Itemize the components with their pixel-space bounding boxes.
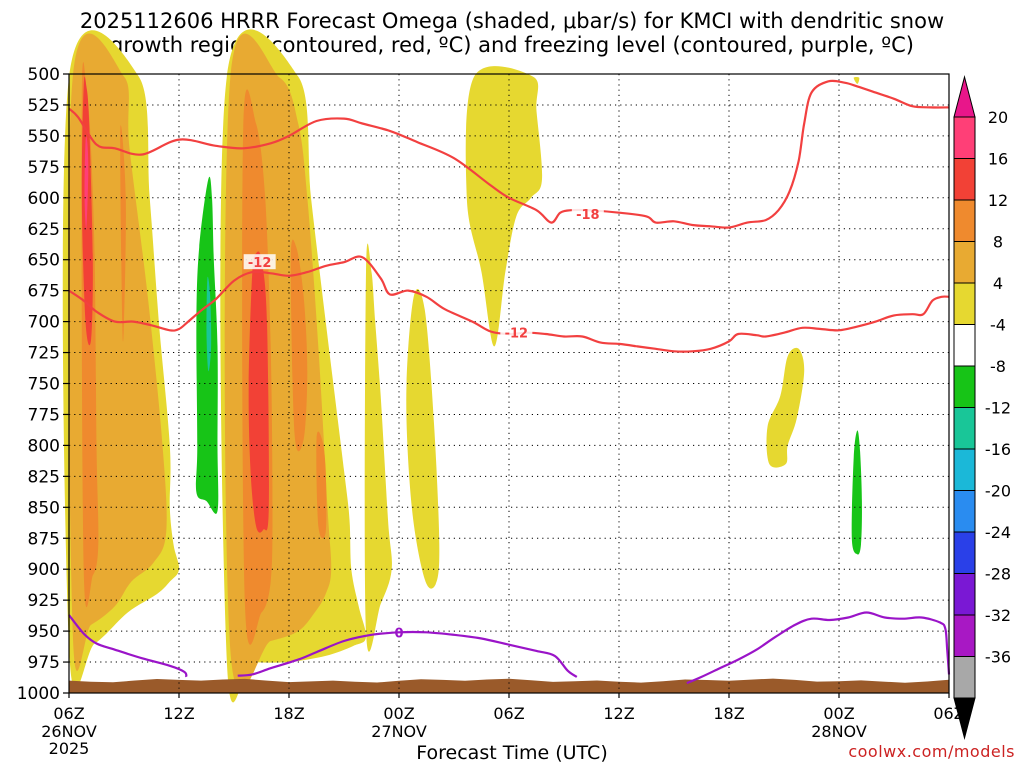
x-tick-label-42: 00Z (823, 704, 854, 723)
chart-title-line-1: 2025112606 HRRR Forecast Omega (shaded, … (79, 9, 945, 33)
freezing-contours: 0 (68, 611, 951, 685)
colorbar-bottom-triangle (953, 697, 976, 740)
y-tick-label-625: 625 (28, 220, 60, 240)
y-tick-label-875: 875 (28, 529, 60, 549)
dgz-contour-label-bg-1 (500, 324, 533, 340)
omega-region-pos20-16 (84, 136, 89, 230)
dgz-contour-label-bg-0 (571, 205, 604, 221)
colorbar-segment-8 (953, 241, 976, 284)
colorbar-segment--12 (953, 407, 976, 450)
terrain-layer (69, 678, 949, 693)
omega-region-pos4-4 (465, 66, 543, 347)
colorbar-label-8: 8 (993, 233, 1003, 252)
y-tick-label-525: 525 (28, 96, 60, 116)
dgz-contours: -18 -12 -12 (68, 79, 950, 353)
y-tick-label-925: 925 (28, 591, 60, 611)
colorbar-label--8: -8 (990, 357, 1006, 376)
y-tick-label-550: 550 (28, 127, 60, 147)
y-axis: 500 525 550 575 600 625 650 675 700 725 750 775 800 8… (17, 65, 69, 704)
omega-region-pos12-12 (290, 239, 308, 452)
omega-region-neg8-18 (206, 276, 212, 372)
dgz-contour-label-2: -12 (248, 256, 272, 271)
colorbar-segment-12 (953, 199, 976, 242)
colorbar-segment-20 (953, 116, 976, 159)
y-tick-label-725: 725 (28, 344, 60, 364)
colorbar: 20 16 12 8 4 -4 -8 -12 -16 -20 -24 -28 -32 -36 (953, 75, 1011, 740)
y-tick-label-975: 975 (28, 653, 60, 673)
x-axis-label: Forecast Time (UTC) (416, 742, 608, 764)
y-tick-label-825: 825 (28, 467, 60, 487)
terrain-fill (69, 678, 949, 693)
y-tick-label-500: 500 (28, 65, 60, 85)
x-date-label-18: 27NOV (371, 722, 427, 741)
y-tick-label-650: 650 (28, 251, 60, 271)
y-tick-label-800: 800 (28, 436, 60, 456)
colorbar-label--28: -28 (985, 565, 1011, 584)
x-year-label-0: 2025 (49, 739, 90, 758)
y-tick-label-850: 850 (28, 498, 60, 518)
omega-region-pos4-5 (766, 347, 805, 468)
y-tick-label-600: 600 (28, 189, 60, 209)
site-credit: coolwx.com/models (848, 742, 1015, 761)
y-tick-label-900: 900 (28, 560, 60, 580)
y-tick-label-775: 775 (28, 405, 60, 425)
x-date-label-42: 28NOV (811, 722, 867, 741)
omega-region-pos16-14 (81, 76, 93, 346)
colorbar-segment--36 (953, 656, 976, 699)
omega-region-pos12-10 (120, 125, 126, 342)
dgz-contour-label-1: -12 (505, 327, 529, 342)
colorbar-segment--32 (953, 614, 976, 657)
dgz-contour-label-0: -18 (576, 208, 600, 223)
y-tick-label-1000: 1000 (17, 684, 60, 704)
omega-region-pos16-15 (248, 251, 269, 533)
omega-region-pos4-3 (406, 288, 440, 589)
y-tick-label-950: 950 (28, 622, 60, 642)
freezing-contour-label-0: 0 (394, 626, 403, 641)
colorbar-top-triangle (953, 75, 976, 118)
y-tick-label-675: 675 (28, 282, 60, 302)
colorbar-segment-4 (953, 282, 976, 325)
omega-region-pos8-8 (224, 33, 332, 690)
omega-region-pos4-2 (364, 243, 392, 652)
y-tick-label-575: 575 (28, 158, 60, 178)
colorbar-label--20: -20 (985, 482, 1011, 501)
colorbar-label-20: 20 (988, 108, 1008, 127)
omega-shading-layer (62, 29, 862, 703)
colorbar-segment-16 (953, 158, 976, 201)
omega-region-pos12-13 (316, 431, 327, 539)
colorbar-segment--24 (953, 531, 976, 574)
colorbar-segment--28 (953, 573, 976, 616)
colorbar-label--32: -32 (985, 606, 1011, 625)
colorbar-label--16: -16 (985, 440, 1011, 459)
freezing-contour-line-1 (237, 630, 578, 678)
x-tick-label-30: 12Z (603, 704, 634, 723)
x-tick-label-0: 06Z (53, 704, 84, 723)
colorbar-label--12: -12 (985, 399, 1011, 418)
x-tick-label-6: 12Z (163, 704, 194, 723)
x-tick-label-18: 00Z (383, 704, 414, 723)
omega-region-pos4-6 (853, 76, 860, 84)
freezing-contour-line-2 (686, 611, 951, 685)
colorbar-label--36: -36 (985, 648, 1011, 667)
omega-region-neg4-19 (851, 430, 862, 555)
colorbar-label-4: 4 (993, 274, 1003, 293)
y-tick-label-700: 700 (28, 313, 60, 333)
x-tick-label-24: 06Z (493, 704, 524, 723)
colorbar-label--24: -24 (985, 523, 1011, 542)
freezing-contour-line-0 (68, 614, 188, 678)
dgz-contour-label-bg-2 (243, 254, 276, 270)
y-tick-label-750: 750 (28, 375, 60, 395)
colorbar-label--4: -4 (990, 316, 1006, 335)
colorbar-segment--8 (953, 365, 976, 408)
colorbar-label-12: 12 (988, 191, 1008, 210)
colorbar-segment--4 (953, 324, 976, 367)
colorbar-label-16: 16 (988, 150, 1008, 169)
colorbar-segment--16 (953, 448, 976, 491)
x-date-label-0: 26NOV (41, 722, 97, 741)
x-tick-label-12: 18Z (273, 704, 304, 723)
colorbar-segment--20 (953, 490, 976, 533)
x-tick-label-36: 18Z (713, 704, 744, 723)
